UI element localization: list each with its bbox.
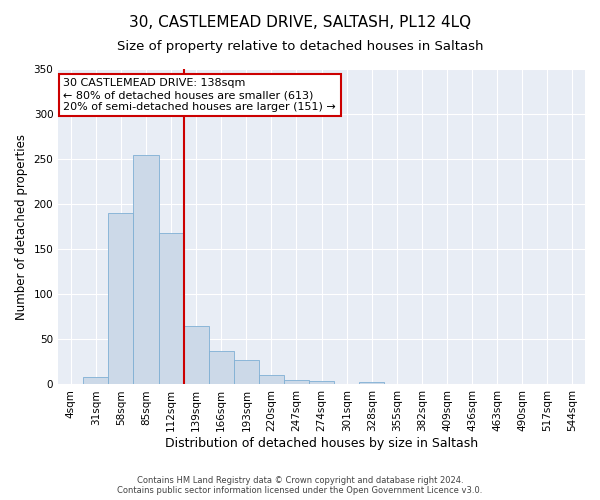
- Bar: [83, 377, 109, 384]
- Bar: [209, 351, 234, 384]
- Bar: [234, 360, 259, 384]
- Bar: [184, 326, 209, 384]
- Y-axis label: Number of detached properties: Number of detached properties: [15, 134, 28, 320]
- Bar: [284, 380, 309, 384]
- Text: Size of property relative to detached houses in Saltash: Size of property relative to detached ho…: [117, 40, 483, 53]
- Text: Contains HM Land Registry data © Crown copyright and database right 2024.
Contai: Contains HM Land Registry data © Crown c…: [118, 476, 482, 495]
- Text: 30 CASTLEMEAD DRIVE: 138sqm
← 80% of detached houses are smaller (613)
20% of se: 30 CASTLEMEAD DRIVE: 138sqm ← 80% of det…: [64, 78, 336, 112]
- Bar: [133, 154, 158, 384]
- Bar: [309, 381, 334, 384]
- Bar: [109, 213, 133, 384]
- Bar: [158, 233, 184, 384]
- Bar: [359, 382, 385, 384]
- Text: 30, CASTLEMEAD DRIVE, SALTASH, PL12 4LQ: 30, CASTLEMEAD DRIVE, SALTASH, PL12 4LQ: [129, 15, 471, 30]
- Bar: [259, 376, 284, 384]
- X-axis label: Distribution of detached houses by size in Saltash: Distribution of detached houses by size …: [165, 437, 478, 450]
